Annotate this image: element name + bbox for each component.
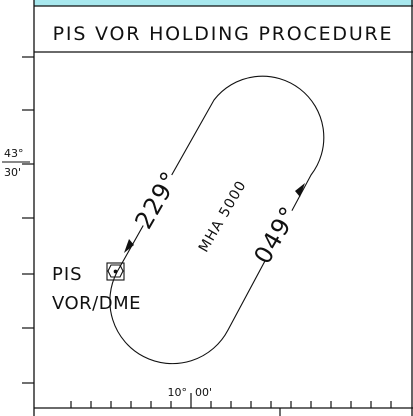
latitude-degrees: 43° — [4, 147, 24, 160]
longitude-minutes: 00' — [195, 386, 212, 399]
mha-label: MHA 5000 — [196, 178, 250, 256]
holding-pattern-track — [109, 75, 325, 365]
vor-dme-symbol-icon — [106, 262, 125, 281]
course-arrow-icon — [124, 183, 305, 253]
latitude-minutes: 30' — [4, 166, 21, 179]
longitude-degrees: 10° — [168, 386, 188, 399]
fix-ident: PIS — [52, 264, 83, 285]
fix-type: VOR/DME — [52, 293, 141, 314]
latitude-ticks — [22, 56, 34, 384]
chart-title: PIS VOR HOLDING PROCEDURE — [53, 23, 394, 45]
header-band — [34, 0, 413, 6]
longitude-ticks — [70, 393, 392, 416]
chart-frame — [33, 0, 413, 416]
